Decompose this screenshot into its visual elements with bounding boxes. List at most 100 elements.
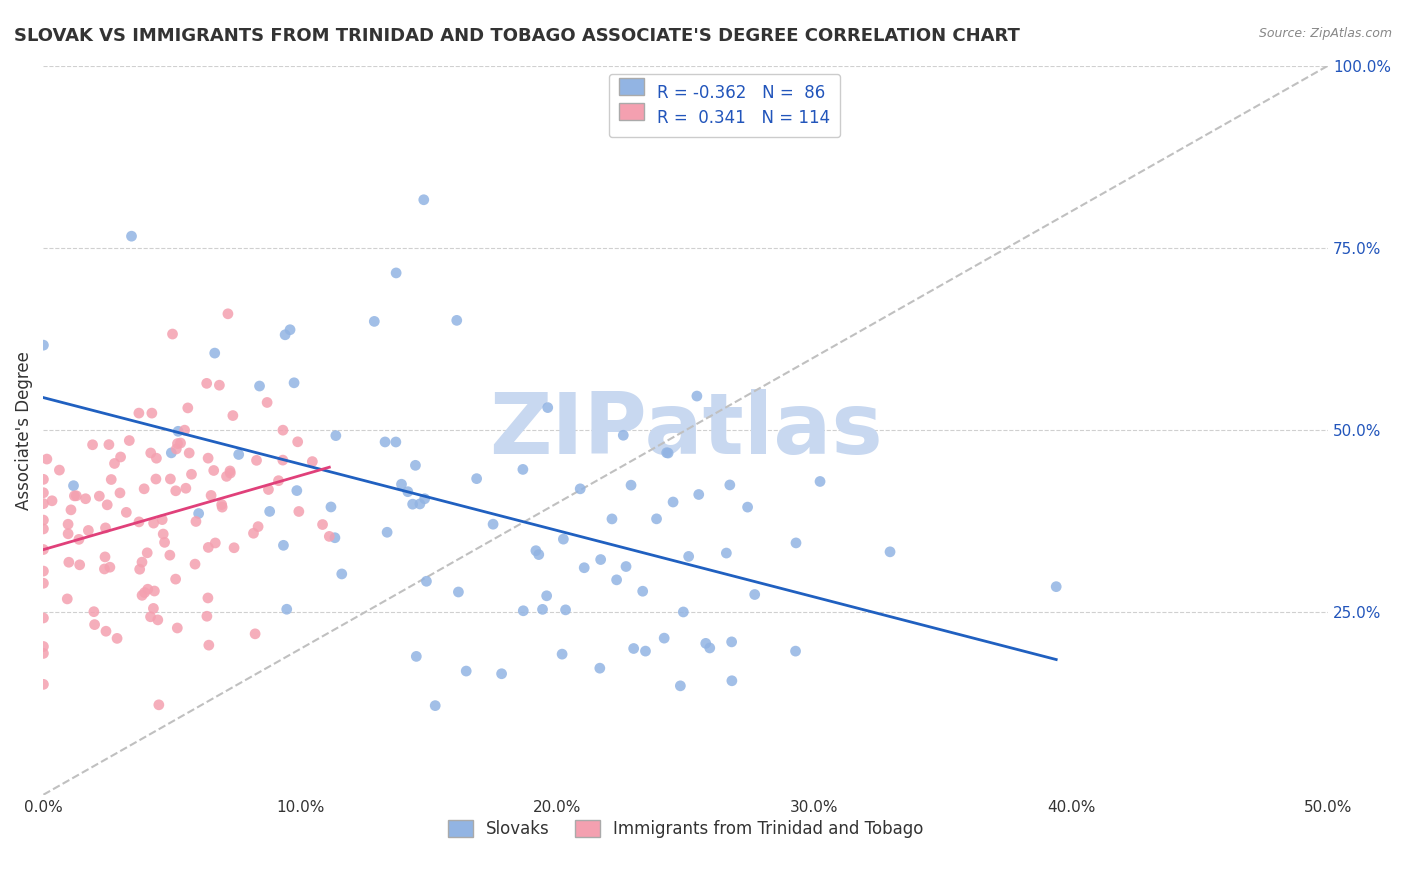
Point — [285, 483, 308, 498]
Point — [32, 472, 55, 486]
Point — [413, 491, 436, 506]
Point — [187, 507, 209, 521]
Point — [785, 644, 807, 658]
Point — [222, 409, 245, 423]
Point — [179, 446, 201, 460]
Point — [688, 487, 710, 501]
Point — [118, 434, 141, 448]
Point — [139, 609, 162, 624]
Point — [58, 555, 80, 569]
Point — [554, 603, 576, 617]
Point — [128, 406, 150, 420]
Point — [415, 574, 437, 589]
Point — [100, 473, 122, 487]
Point — [672, 605, 695, 619]
Point — [142, 516, 165, 530]
Point — [537, 401, 560, 415]
Point — [204, 346, 226, 360]
Point — [553, 532, 575, 546]
Point — [166, 621, 188, 635]
Point — [166, 436, 188, 450]
Point — [678, 549, 700, 564]
Point — [32, 513, 55, 527]
Point — [323, 531, 346, 545]
Point — [744, 587, 766, 601]
Point — [146, 613, 169, 627]
Point — [56, 517, 79, 532]
Point — [634, 644, 657, 658]
Point — [446, 313, 468, 327]
Point — [662, 495, 685, 509]
Point — [94, 549, 117, 564]
Point — [551, 647, 574, 661]
Point — [128, 562, 150, 576]
Point — [412, 193, 434, 207]
Text: Source: ZipAtlas.com: Source: ZipAtlas.com — [1258, 27, 1392, 40]
Point — [131, 555, 153, 569]
Point — [645, 512, 668, 526]
Point — [93, 562, 115, 576]
Point — [318, 529, 340, 543]
Point — [108, 486, 131, 500]
Point — [257, 483, 280, 497]
Point — [465, 472, 488, 486]
Point — [396, 484, 419, 499]
Point — [83, 617, 105, 632]
Point — [121, 229, 143, 244]
Point — [148, 698, 170, 712]
Point — [197, 541, 219, 555]
Point — [527, 548, 550, 562]
Point — [160, 446, 183, 460]
Point — [631, 584, 654, 599]
Point — [1045, 580, 1067, 594]
Point — [32, 542, 55, 557]
Point — [219, 464, 242, 478]
Point — [131, 588, 153, 602]
Point — [184, 515, 207, 529]
Point — [669, 679, 692, 693]
Point — [69, 558, 91, 572]
Point — [32, 576, 55, 591]
Point — [363, 314, 385, 328]
Point — [699, 640, 721, 655]
Point — [162, 326, 184, 341]
Point — [41, 493, 63, 508]
Point — [405, 649, 427, 664]
Point — [879, 545, 901, 559]
Point — [211, 498, 233, 512]
Point — [48, 463, 70, 477]
Point — [524, 543, 547, 558]
Point — [169, 436, 191, 450]
Point — [271, 423, 294, 437]
Point — [259, 504, 281, 518]
Point — [136, 582, 159, 597]
Point — [569, 482, 592, 496]
Point — [278, 323, 301, 337]
Point — [695, 636, 717, 650]
Point — [32, 485, 55, 500]
Point — [325, 428, 347, 442]
Point — [319, 500, 342, 514]
Point — [134, 482, 156, 496]
Point — [197, 591, 219, 605]
Text: SLOVAK VS IMMIGRANTS FROM TRINIDAD AND TOBAGO ASSOCIATE'S DEGREE CORRELATION CHA: SLOVAK VS IMMIGRANTS FROM TRINIDAD AND T… — [14, 27, 1019, 45]
Point — [482, 517, 505, 532]
Point — [32, 611, 55, 625]
Point — [718, 478, 741, 492]
Point — [165, 442, 187, 456]
Point — [242, 526, 264, 541]
Point — [32, 497, 55, 511]
Point — [276, 602, 298, 616]
Point — [785, 536, 807, 550]
Point — [167, 425, 190, 439]
Point — [425, 698, 447, 713]
Point — [589, 661, 612, 675]
Point — [620, 478, 643, 492]
Point — [243, 627, 266, 641]
Point — [159, 472, 181, 486]
Point — [143, 584, 166, 599]
Point — [228, 448, 250, 462]
Point — [141, 406, 163, 420]
Point — [574, 560, 596, 574]
Point — [62, 478, 84, 492]
